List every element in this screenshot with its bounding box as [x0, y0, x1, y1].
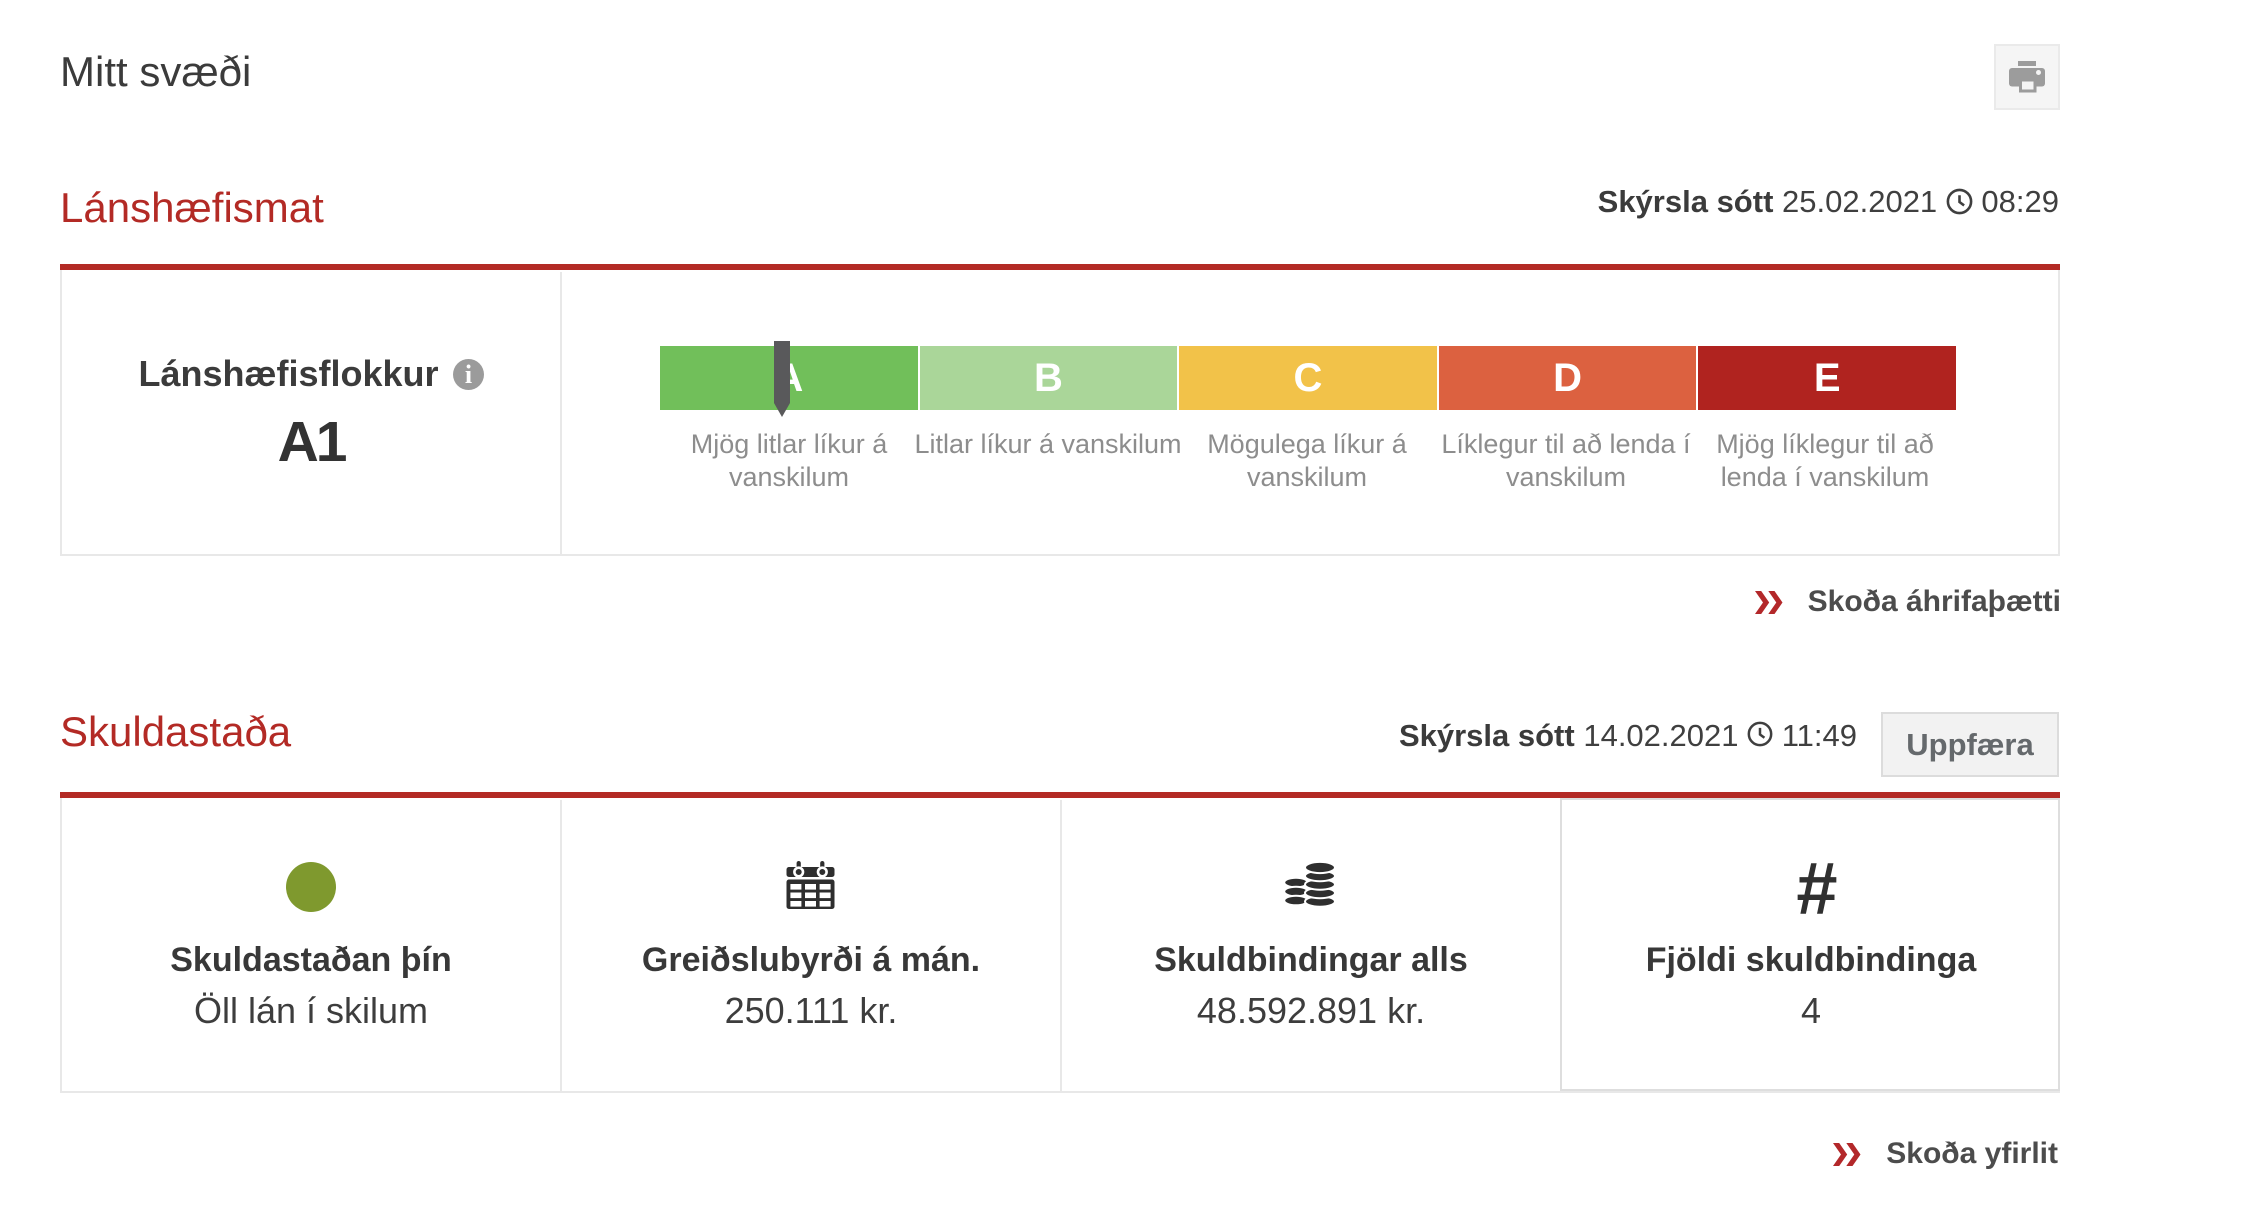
svg-text:i: i [464, 360, 471, 389]
